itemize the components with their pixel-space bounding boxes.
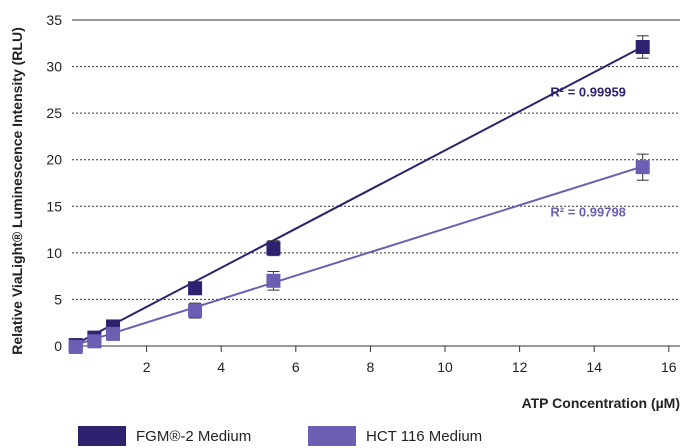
x-tick-label-4: 4 xyxy=(217,359,225,375)
gridlines xyxy=(72,19,680,300)
y-tick-label-35: 35 xyxy=(46,12,62,28)
data-point-s1-p4 xyxy=(266,273,281,288)
y-tick-label-0: 0 xyxy=(54,338,62,354)
legend-swatch-fgm2 xyxy=(78,426,126,446)
y-tick-label-5: 5 xyxy=(54,291,62,307)
x-axis-title: ATP Concentration (µM) xyxy=(522,395,680,411)
data-point-s1-p1 xyxy=(87,334,102,349)
y-tick-label-20: 20 xyxy=(46,152,62,168)
legend-label-fgm2: FGM®-2 Medium xyxy=(136,427,252,445)
legend-label-hct116: HCT 116 Medium xyxy=(366,427,483,445)
y-tick-label-10: 10 xyxy=(46,245,62,261)
data-point-s0-p3 xyxy=(188,281,203,296)
data-point-s0-p5 xyxy=(635,40,650,55)
fit-line-1 xyxy=(75,165,643,346)
fit-lines xyxy=(75,45,644,346)
legend-item-hct116: HCT 116 Medium xyxy=(308,426,538,446)
x-tick-label-14: 14 xyxy=(586,359,602,375)
data-point-s1-p3 xyxy=(188,303,203,318)
x-tick-label-12: 12 xyxy=(512,359,528,375)
legend-swatch-hct116 xyxy=(308,426,356,446)
x-tick-label-6: 6 xyxy=(292,359,300,375)
data-point-s1-p2 xyxy=(106,326,121,341)
x-tick-label-10: 10 xyxy=(437,359,453,375)
x-tick-label-2: 2 xyxy=(143,359,151,375)
x-tick-label-8: 8 xyxy=(367,359,375,375)
x-tick-labels: 2 4 6 8 10 12 14 16 xyxy=(143,359,677,375)
legend: FGM®-2 Medium HCT 116 Medium xyxy=(78,426,538,446)
r2-label-0: R² = 0.99959 xyxy=(550,84,626,99)
y-tick-label-30: 30 xyxy=(46,59,62,75)
data-point-s1-p5 xyxy=(635,160,650,175)
r2-labels: R² = 0.99959 R² = 0.99798 xyxy=(550,84,626,219)
r2-label-1: R² = 0.99798 xyxy=(550,205,626,220)
y-tick-label-15: 15 xyxy=(46,198,62,214)
y-tick-labels: 0 5 10 15 20 25 30 35 xyxy=(46,12,62,354)
data-points xyxy=(68,35,650,354)
y-tick-label-25: 25 xyxy=(46,105,62,121)
y-axis-title: Relative ViaLight® Luminescence Intensit… xyxy=(9,27,25,354)
legend-item-fgm2: FGM®-2 Medium xyxy=(78,426,308,446)
data-point-s1-p0 xyxy=(68,339,83,354)
x-tick-label-16: 16 xyxy=(661,359,677,375)
data-point-s0-p4 xyxy=(266,241,281,256)
fit-line-0 xyxy=(75,45,644,345)
axes xyxy=(72,345,680,352)
